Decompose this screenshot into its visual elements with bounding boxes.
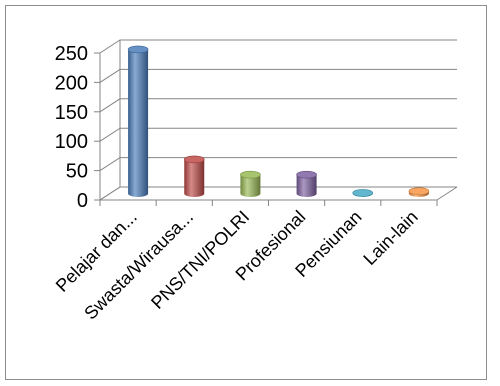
bar [183, 155, 205, 198]
y-tick-labels: 0 50 100 150 200 250 [55, 43, 88, 212]
bar-body [128, 49, 149, 198]
gridline [99, 127, 457, 142]
y-tick-label: 0 [77, 190, 88, 212]
y-tick-label: 250 [55, 43, 88, 65]
bar-body [296, 174, 317, 198]
gridline [99, 157, 457, 172]
y-tick-label: 100 [55, 131, 88, 153]
x-tick-labels: Pelajar dan...Swasta/Wirausa...PNS/TNI/P… [52, 207, 422, 324]
bar-top [240, 170, 261, 179]
gridlines [99, 39, 457, 201]
bar-top [352, 189, 374, 197]
bar [240, 170, 261, 197]
gridline [99, 98, 457, 113]
bars [127, 45, 430, 198]
bar-body [240, 174, 261, 197]
bar [352, 189, 374, 198]
bar-top [127, 45, 149, 54]
bar-top [296, 170, 317, 179]
gridline [99, 68, 457, 83]
gridline [99, 186, 457, 201]
bar [127, 45, 149, 198]
bar [296, 170, 317, 198]
gridline [99, 39, 457, 54]
y-tick-label: 150 [55, 102, 88, 124]
x-tick-label: Lain-lain [359, 207, 421, 269]
axes [94, 52, 438, 206]
y-tick-label: 200 [55, 72, 88, 94]
bar-body [184, 159, 205, 198]
bar [408, 187, 430, 198]
bar-top [183, 155, 205, 164]
bar-top [408, 187, 430, 195]
chart-walls [99, 40, 458, 201]
x-tick-label: PNS/TNI/POLRI [147, 207, 253, 313]
y-tick-label: 50 [66, 161, 88, 183]
floor-right-edge [436, 186, 458, 201]
